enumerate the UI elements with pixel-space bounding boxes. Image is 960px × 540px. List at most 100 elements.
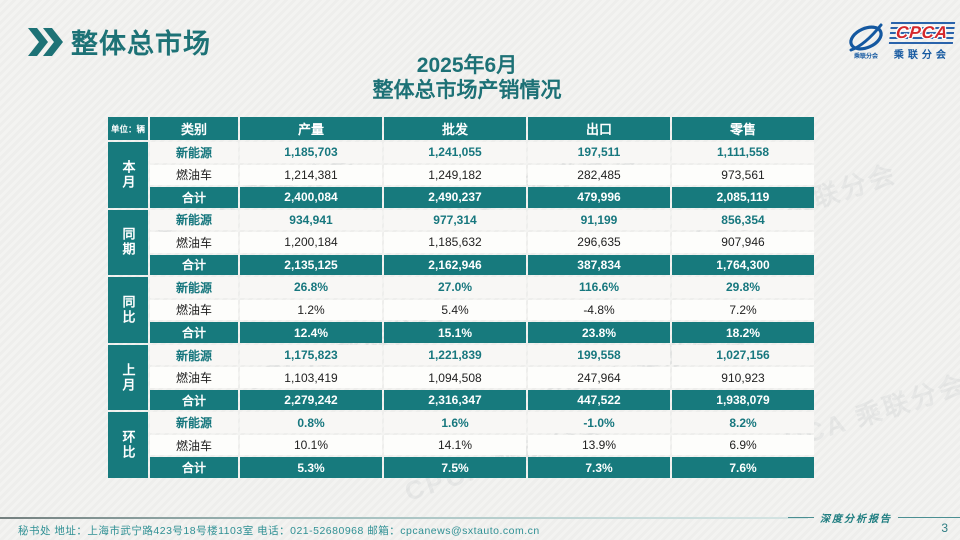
value-cell-2: -1.0%	[528, 412, 670, 433]
category-cell: 燃油车	[150, 299, 238, 321]
page-number: 3	[941, 521, 948, 535]
table-row: 新能源 1,175,823 1,221,839 199,558 1,027,156	[150, 344, 814, 366]
value-cell-1: 2,162,946	[384, 254, 526, 276]
value-cell-2: 197,511	[528, 142, 670, 163]
value-cell-0: 1,175,823	[240, 344, 382, 366]
table-row: 合计 12.4% 15.1% 23.8% 18.2%	[150, 322, 814, 343]
report-type-label: 深度分析报告	[820, 514, 892, 525]
value-cell-0: 1,185,703	[240, 142, 382, 163]
value-cell-1: 1,185,632	[384, 232, 526, 253]
value-cell-3: 6.9%	[672, 434, 814, 456]
row-group-0: 本月 新能源 1,185,703 1,241,055 197,511 1,111,558 燃…	[108, 142, 814, 208]
logo-cpca-wordmark: CPCA	[888, 22, 956, 44]
market-table: 单位：辆 类别 产量 批发 出口 零售 本月 新能源 1,185,703 1,241,055 197…	[108, 117, 814, 478]
cpca-logo: 乘联分会 CPCA 乘联分会	[845, 22, 956, 61]
value-cell-2: 91,199	[528, 209, 670, 231]
value-cell-2: 116.6%	[528, 277, 670, 298]
group-rows-0: 新能源 1,185,703 1,241,055 197,511 1,111,558 燃油车…	[150, 142, 814, 208]
value-cell-1: 1,241,055	[384, 142, 526, 163]
slide-title-line1: 2025年6月	[416, 54, 518, 77]
table-row: 新能源 26.8% 27.0% 116.6% 29.8%	[150, 277, 814, 298]
value-cell-2: 296,635	[528, 232, 670, 253]
group-label-4: 环比	[108, 412, 148, 478]
table-row: 新能源 0.8% 1.6% -1.0% 8.2%	[150, 412, 814, 433]
category-cell: 燃油车	[150, 367, 238, 388]
value-cell-3: 907,946	[672, 232, 814, 253]
column-header-3: 出口	[528, 117, 670, 140]
logo-text: CPCA 乘联分会	[888, 22, 956, 61]
group-label-3: 上月	[108, 344, 148, 411]
category-cell: 新能源	[150, 344, 238, 366]
group-rows-2: 新能源 26.8% 27.0% 116.6% 29.8% 燃油车 1.2% 5.4% -4.8%…	[150, 277, 814, 343]
category-cell: 新能源	[150, 412, 238, 433]
footer-divider	[0, 517, 808, 519]
value-cell-0: 0.8%	[240, 412, 382, 433]
value-cell-2: 23.8%	[528, 322, 670, 343]
category-cell: 新能源	[150, 277, 238, 298]
value-cell-2: 479,996	[528, 187, 670, 208]
value-cell-1: 2,490,237	[384, 187, 526, 208]
value-cell-3: 856,354	[672, 209, 814, 231]
value-cell-1: 2,316,347	[384, 389, 526, 411]
category-cell: 燃油车	[150, 434, 238, 456]
value-cell-3: 29.8%	[672, 277, 814, 298]
value-cell-2: 13.9%	[528, 434, 670, 456]
group-label-2: 同比	[108, 277, 148, 343]
row-group-1: 同期 新能源 934,941 977,314 91,199 856,354 燃油车 1,200…	[108, 209, 814, 276]
badge-left-rule	[788, 517, 814, 518]
group-rows-3: 新能源 1,175,823 1,221,839 199,558 1,027,156 燃油车…	[150, 344, 814, 411]
value-cell-2: -4.8%	[528, 299, 670, 321]
value-cell-2: 247,964	[528, 367, 670, 388]
row-group-4: 环比 新能源 0.8% 1.6% -1.0% 8.2% 燃油车 10.1% 14.1% 13.9%…	[108, 412, 814, 478]
table-row: 合计 2,400,084 2,490,237 479,996 2,085,119	[150, 187, 814, 208]
row-group-3: 上月 新能源 1,175,823 1,221,839 199,558 1,027,156 燃…	[108, 344, 814, 411]
category-cell: 新能源	[150, 142, 238, 163]
column-header-4: 零售	[672, 117, 814, 140]
table-row: 新能源 1,185,703 1,241,055 197,511 1,111,558	[150, 142, 814, 163]
value-cell-0: 10.1%	[240, 434, 382, 456]
value-cell-3: 2,085,119	[672, 187, 814, 208]
value-cell-0: 2,400,084	[240, 187, 382, 208]
table-row: 合计 2,279,242 2,316,347 447,522 1,938,079	[150, 389, 814, 411]
column-header-1: 产量	[240, 117, 382, 140]
row-group-2: 同比 新能源 26.8% 27.0% 116.6% 29.8% 燃油车 1.2% 5.4% -4.…	[108, 277, 814, 343]
table-row: 燃油车 1,214,381 1,249,182 282,485 973,561	[150, 164, 814, 186]
category-cell: 合计	[150, 254, 238, 276]
value-cell-0: 1,214,381	[240, 164, 382, 186]
value-cell-0: 1,200,184	[240, 232, 382, 253]
value-cell-0: 934,941	[240, 209, 382, 231]
category-cell: 燃油车	[150, 164, 238, 186]
value-cell-1: 5.4%	[384, 299, 526, 321]
value-cell-2: 387,834	[528, 254, 670, 276]
value-cell-1: 7.5%	[384, 457, 526, 478]
report-type-badge: 深度分析报告	[788, 511, 960, 525]
section-title: 整体总市场	[71, 29, 211, 59]
table-row: 合计 5.3% 7.5% 7.3% 7.6%	[150, 457, 814, 478]
value-cell-3: 1,027,156	[672, 344, 814, 366]
group-rows-1: 新能源 934,941 977,314 91,199 856,354 燃油车 1,200,1…	[150, 209, 814, 276]
value-cell-2: 282,485	[528, 164, 670, 186]
table-row: 燃油车 10.1% 14.1% 13.9% 6.9%	[150, 434, 814, 456]
category-cell: 新能源	[150, 209, 238, 231]
value-cell-3: 1,111,558	[672, 142, 814, 163]
value-cell-3: 1,938,079	[672, 389, 814, 411]
category-cell: 燃油车	[150, 232, 238, 253]
value-cell-3: 7.6%	[672, 457, 814, 478]
value-cell-1: 1,249,182	[384, 164, 526, 186]
value-cell-0: 2,279,242	[240, 389, 382, 411]
value-cell-2: 7.3%	[528, 457, 670, 478]
value-cell-1: 27.0%	[384, 277, 526, 298]
value-cell-1: 977,314	[384, 209, 526, 231]
table-row: 燃油车 1,200,184 1,185,632 296,635 907,946	[150, 232, 814, 253]
value-cell-0: 26.8%	[240, 277, 382, 298]
value-cell-2: 199,558	[528, 344, 670, 366]
value-cell-3: 973,561	[672, 164, 814, 186]
column-header-0: 类别	[150, 117, 238, 140]
value-cell-0: 12.4%	[240, 322, 382, 343]
svg-text:乘联分会: 乘联分会	[853, 52, 879, 60]
footer-contact-info: 秘书处 地址：上海市武宁路423号18号楼1103室 电话：021-526809…	[18, 525, 540, 537]
column-header-2: 批发	[384, 117, 526, 140]
value-cell-0: 1.2%	[240, 299, 382, 321]
value-cell-1: 14.1%	[384, 434, 526, 456]
